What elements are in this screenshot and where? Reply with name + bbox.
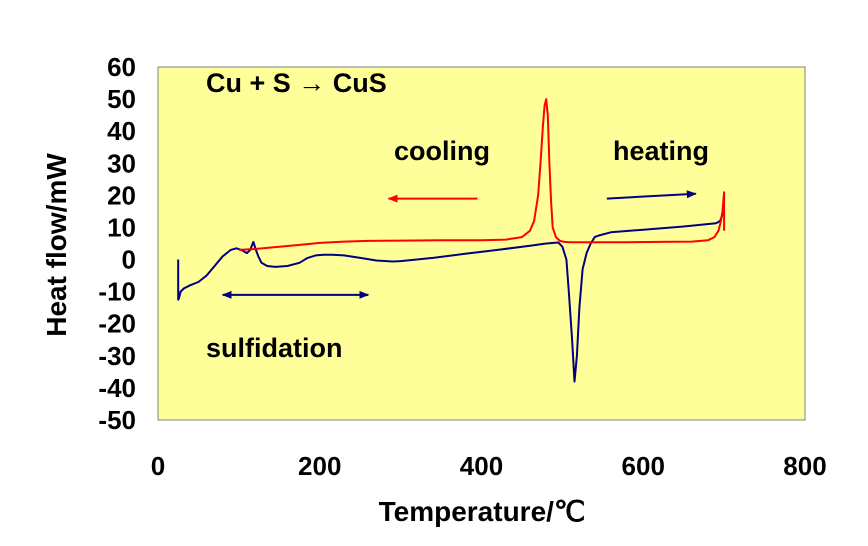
x-tick-label: 200	[298, 451, 341, 481]
y-tick-label: 60	[107, 52, 136, 82]
y-tick-label: 0	[122, 245, 136, 275]
plot-area	[157, 66, 806, 421]
sulfidation-label: sulfidation	[206, 333, 343, 363]
y-tick-label: 20	[107, 180, 136, 210]
x-tick-label: 400	[460, 451, 503, 481]
series-layer	[177, 98, 726, 383]
y-tick-label: -50	[98, 405, 136, 435]
cooling-label: cooling	[394, 136, 490, 166]
y-tick-label: 30	[107, 148, 136, 178]
y-tick-label: 10	[107, 212, 136, 242]
x-tick-label: 0	[151, 451, 165, 481]
x-tick-label: 600	[622, 451, 665, 481]
y-tick-label: 40	[107, 116, 136, 146]
reaction-annotation: Cu + S → CuS	[206, 68, 387, 98]
y-tick-label: -40	[98, 373, 136, 403]
heating-arrow	[606, 190, 697, 200]
x-tick-label: 800	[783, 451, 826, 481]
y-tick-label: -20	[98, 309, 136, 339]
heating-label: heating	[613, 136, 709, 166]
y-tick-label: -10	[98, 277, 136, 307]
y-tick-label: -30	[98, 341, 136, 371]
x-axis-ticks: 0 200 400 600 800	[151, 451, 827, 481]
y-tick-label: 50	[107, 84, 136, 114]
arrow-layer	[221, 190, 697, 299]
y-axis-title: Heat flow/mW	[41, 153, 72, 337]
cooling-curve-line	[238, 98, 726, 251]
heating-curve-line	[177, 195, 726, 383]
x-axis-title: Temperature/℃	[379, 496, 586, 527]
